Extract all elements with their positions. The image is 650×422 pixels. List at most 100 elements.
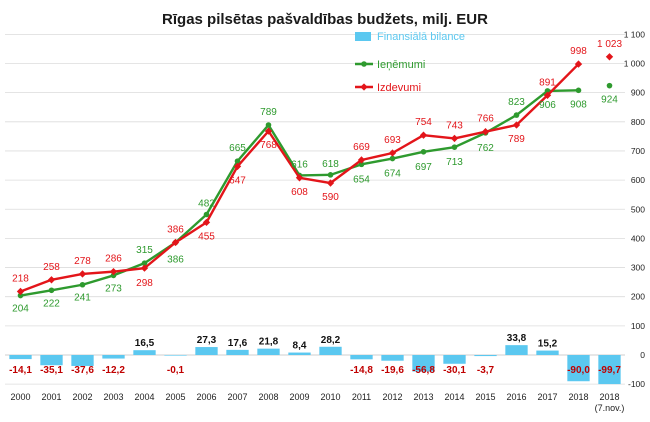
balance-label: -14,1 (9, 365, 32, 376)
expenditure-marker (419, 131, 428, 139)
balance-bar (598, 355, 621, 385)
revenue-marker (203, 211, 210, 218)
balance-bar (536, 350, 559, 355)
balance-label: -14,8 (350, 365, 373, 376)
y-tick-label: 100 (631, 321, 645, 331)
revenue-label: 908 (570, 99, 587, 110)
expenditure-label: 743 (446, 120, 463, 131)
x-tick-label: 2013 (413, 392, 433, 402)
revenue-label: 906 (539, 100, 556, 111)
revenue-label: 386 (167, 254, 184, 265)
expenditure-marker (171, 238, 180, 247)
revenue-marker (389, 155, 396, 162)
expenditure-label: 998 (570, 46, 587, 57)
revenue-marker (141, 260, 148, 266)
balance-bar (40, 355, 63, 366)
x-tick-label: 2011 (352, 392, 371, 402)
expenditure-label: 647 (229, 175, 246, 186)
grid-lines (5, 33, 625, 385)
x-tick-label: 2007 (227, 392, 247, 402)
x-tick-label: 2014 (444, 392, 464, 402)
balance-bar (319, 346, 342, 355)
revenue-marker (17, 292, 24, 299)
balance-label: 28,2 (321, 335, 341, 346)
balance-label: -12,2 (102, 365, 125, 376)
expenditure-marker (47, 276, 56, 284)
revenue-label: 654 (353, 174, 370, 185)
x-tick-label: 2004 (134, 392, 154, 402)
balance-label: -90,0 (567, 365, 590, 376)
expenditure-label: 455 (198, 231, 215, 242)
expenditure-label: 789 (508, 134, 525, 145)
expenditure-marker (109, 267, 118, 276)
revenue-label: 789 (260, 107, 277, 118)
revenue-marker (358, 161, 365, 168)
expenditure-marker (78, 270, 87, 278)
y-tick-label: 800 (631, 117, 645, 127)
expenditure-label: 218 (12, 273, 29, 284)
balance-bar (164, 355, 187, 356)
x-tick-label: 2001 (41, 392, 61, 402)
balance-bar (381, 355, 404, 361)
balance-bar (350, 355, 373, 360)
x-tick-sublabel: (7.nov.) (595, 403, 625, 413)
revenue-label: 241 (74, 293, 91, 304)
expenditure-label: 298 (136, 278, 153, 289)
y-tick-label: 700 (631, 146, 645, 156)
legend: Finansiālā bilance Ieņēmumi Izdevumi (355, 31, 465, 94)
expenditure-label: 768 (260, 140, 277, 151)
balance-bar (412, 355, 435, 372)
revenue-label: 674 (384, 169, 401, 180)
x-tick-label: 2003 (103, 392, 123, 402)
expenditure-label: 669 (353, 142, 370, 153)
y-tick-label: -100 (628, 379, 645, 389)
x-tick-label: 2012 (382, 392, 402, 402)
legend-revenue-label: Ieņēmumi (377, 59, 425, 71)
revenue-label: 697 (415, 162, 432, 173)
x-tick-label: 2018 (599, 392, 619, 402)
expenditure-label: 608 (291, 187, 308, 198)
revenue-label: 482 (198, 198, 215, 209)
y-tick-label: 900 (631, 88, 645, 98)
x-tick-label: 2016 (506, 392, 526, 402)
x-tick-label: 2006 (196, 392, 216, 402)
x-tick-label: 2009 (289, 392, 309, 402)
chart-title: Rīgas pilsētas pašvaldības budžets, milj… (162, 11, 488, 28)
balance-label: 27,3 (197, 335, 217, 346)
data-labels: -14,1 -35,1 -37,6 -12,2 16,5 -0,1 27,3 17,6 21,8… (9, 39, 622, 376)
balance-bar (226, 349, 249, 355)
balance-bar (71, 355, 94, 366)
revenue-marker (513, 112, 520, 118)
expenditure-label: 766 (477, 114, 494, 125)
x-tick-label: 2017 (537, 392, 557, 402)
legend-revenue-marker (361, 61, 367, 67)
expenditure-label: 891 (539, 77, 556, 88)
x-axis-ticks: 2000 2001 2002 2003 2004 2005 2006 2007 2008 2009… (10, 392, 624, 413)
expenditure-label: 286 (105, 254, 122, 265)
balance-label: 15,2 (538, 339, 558, 350)
revenue-label: 315 (136, 245, 153, 256)
revenue-label: 762 (477, 143, 494, 154)
expenditure-label: 590 (322, 192, 339, 203)
x-tick-label: 2005 (165, 392, 185, 402)
revenue-label: 924 (601, 95, 618, 106)
balance-bar (102, 355, 125, 359)
revenue-label: 616 (291, 159, 308, 170)
balance-label: 16,5 (135, 338, 155, 349)
y-tick-label: 200 (631, 292, 645, 302)
balance-bar (474, 355, 497, 357)
y-tick-label: 1 100 (624, 29, 646, 39)
balance-label: -37,6 (71, 365, 94, 376)
expenditure-label: 1 023 (597, 39, 622, 50)
expenditure-marker (295, 174, 304, 182)
legend-balance-swatch (355, 32, 371, 41)
expenditure-marker (16, 287, 25, 296)
x-tick-label: 2015 (475, 392, 495, 402)
balance-bar (567, 355, 590, 382)
expenditure-marker (605, 53, 614, 61)
revenue-label: 823 (508, 97, 525, 108)
legend-expenditure-marker (360, 83, 368, 91)
legend-balance-label: Finansiālā bilance (377, 31, 465, 43)
balance-label: 21,8 (259, 337, 279, 348)
